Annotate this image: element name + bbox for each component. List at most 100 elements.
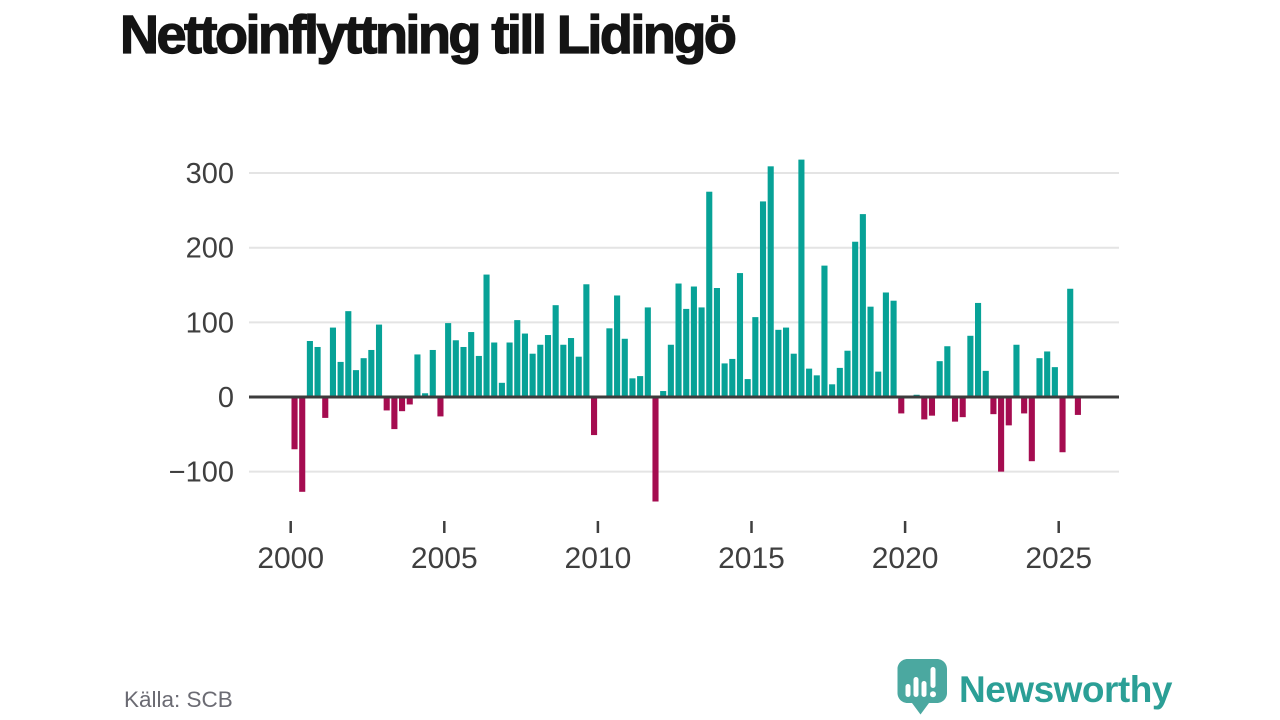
bar xyxy=(445,323,452,397)
bar xyxy=(429,349,436,397)
bar xyxy=(314,346,321,397)
bar xyxy=(614,295,621,397)
chart-title: Nettoinflyttning till Lidingö xyxy=(119,4,737,65)
bar xyxy=(975,302,982,397)
bar xyxy=(690,286,697,397)
bar xyxy=(391,397,398,430)
bar xyxy=(345,311,352,397)
bar xyxy=(483,274,490,397)
bar xyxy=(898,397,905,414)
bar xyxy=(783,327,790,397)
bar xyxy=(775,329,782,397)
bar xyxy=(1067,288,1074,397)
bar xyxy=(982,370,989,397)
bar xyxy=(637,376,644,397)
bar xyxy=(406,397,413,405)
bar xyxy=(967,335,974,397)
bar xyxy=(498,382,505,397)
bar xyxy=(798,159,805,397)
bar xyxy=(460,346,467,397)
bar xyxy=(790,353,797,397)
bar xyxy=(575,356,582,397)
bar xyxy=(829,384,836,397)
bar xyxy=(468,332,475,397)
logo-exclamation-dot xyxy=(930,691,936,698)
bar xyxy=(360,358,367,397)
bar xyxy=(867,306,874,397)
bar xyxy=(291,397,298,450)
bar xyxy=(706,191,713,397)
bar xyxy=(759,201,767,397)
bar xyxy=(552,305,559,397)
bar xyxy=(752,317,759,397)
y-tick-label: 300 xyxy=(186,158,234,190)
logo-bar-medium xyxy=(921,681,927,697)
x-tick-label: 2025 xyxy=(1025,542,1092,575)
bar xyxy=(675,283,682,397)
bar xyxy=(329,327,336,397)
bar xyxy=(629,378,636,397)
bar xyxy=(1021,397,1028,414)
bar xyxy=(1059,397,1066,453)
bar xyxy=(583,284,590,397)
bar xyxy=(352,370,360,397)
bar xyxy=(729,358,736,397)
bar xyxy=(422,393,429,397)
bar xyxy=(1074,397,1081,415)
bar xyxy=(875,371,882,397)
y-tick-label: −100 xyxy=(169,457,234,489)
bar xyxy=(1013,344,1020,398)
bar xyxy=(322,397,329,418)
bar xyxy=(299,397,306,492)
bar xyxy=(683,308,690,397)
bar xyxy=(667,344,674,398)
bar xyxy=(844,350,851,397)
bar xyxy=(698,307,705,397)
bar xyxy=(852,241,859,397)
bar xyxy=(1005,397,1012,426)
bar xyxy=(944,346,951,397)
bar xyxy=(452,340,459,397)
bar xyxy=(560,344,567,398)
source-label: Källa: SCB xyxy=(124,687,233,712)
bar xyxy=(767,166,774,397)
bar xyxy=(537,344,544,398)
logo-exclamation-line xyxy=(930,667,936,688)
bar xyxy=(998,397,1005,472)
bar xyxy=(306,341,313,397)
bar xyxy=(529,353,536,397)
bar xyxy=(606,328,613,397)
bar xyxy=(375,324,383,397)
bar xyxy=(713,288,720,397)
bar xyxy=(437,397,444,417)
bar xyxy=(337,361,344,397)
bar xyxy=(521,333,528,397)
bar xyxy=(660,391,667,397)
bar xyxy=(368,349,375,397)
bar xyxy=(644,307,651,397)
newsworthy-speech-bubble-icon xyxy=(897,659,947,715)
bar xyxy=(921,397,928,420)
x-tick-label: 2015 xyxy=(718,542,785,575)
bar xyxy=(836,367,843,397)
x-tick-label: 2005 xyxy=(411,542,478,575)
bar xyxy=(990,397,997,415)
bar xyxy=(1028,397,1035,462)
bar xyxy=(544,335,552,397)
y-tick-label: 100 xyxy=(186,307,234,339)
bar xyxy=(806,368,813,397)
bar xyxy=(821,265,828,397)
bar xyxy=(567,338,575,397)
bar xyxy=(951,397,959,422)
bar xyxy=(514,320,521,397)
bar xyxy=(1036,358,1043,397)
y-tick-label: 0 xyxy=(218,382,234,414)
bar xyxy=(928,397,936,416)
newsworthy-wordmark: Newsworthy xyxy=(959,669,1172,710)
logo-bar-small xyxy=(905,684,911,697)
bar xyxy=(744,379,751,397)
bar xyxy=(721,363,728,397)
x-tick-label: 2000 xyxy=(257,542,324,575)
bar xyxy=(1051,367,1058,397)
